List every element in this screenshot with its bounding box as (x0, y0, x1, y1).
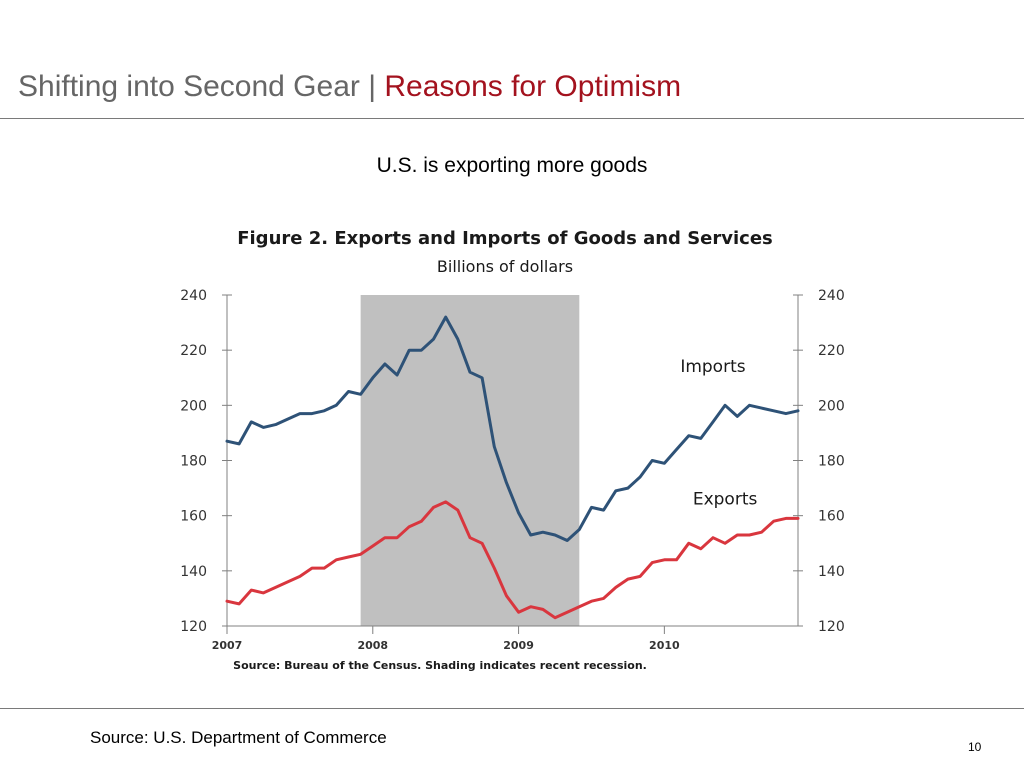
y-tick-label-right: 140 (818, 564, 845, 580)
title-divider (0, 118, 1024, 119)
chart-note: Source: Bureau of the Census. Shading in… (233, 659, 647, 672)
y-tick-label-right: 220 (818, 343, 845, 359)
slide-title: Shifting into Second Gear | Reasons for … (18, 70, 681, 104)
y-tick-label-left: 160 (180, 509, 207, 525)
y-tick-label-right: 180 (818, 454, 845, 470)
footer-divider (0, 708, 1024, 709)
y-tick-label-left: 200 (180, 398, 207, 414)
series-label-exports: Exports (693, 490, 758, 510)
slide-title-accent: Reasons for Optimism (384, 70, 682, 103)
series-line-exports (225, 500, 800, 620)
y-tick-label-left: 140 (180, 564, 207, 580)
x-tick-label: 2009 (503, 639, 534, 652)
y-tick-label-left: 220 (180, 343, 207, 359)
chart-subtitle: Billions of dollars (437, 257, 573, 276)
y-tick-label-left: 120 (180, 619, 207, 635)
page-number: 10 (968, 740, 982, 754)
y-tick-label-right: 160 (818, 509, 845, 525)
y-tick-label-left: 240 (180, 288, 207, 304)
slide-title-main: Shifting into Second Gear | (18, 70, 385, 103)
y-tick-label-right: 200 (818, 398, 845, 414)
line-chart: Figure 2. Exports and Imports of Goods a… (180, 228, 845, 672)
series-line-imports (225, 315, 800, 542)
x-tick-label: 2010 (649, 639, 680, 652)
x-tick-label: 2007 (212, 639, 243, 652)
x-tick-label: 2008 (357, 639, 388, 652)
y-tick-label-right: 120 (818, 619, 845, 635)
chart-title: Figure 2. Exports and Imports of Goods a… (237, 228, 773, 249)
series-label-imports: Imports (680, 357, 745, 377)
chart-figure: Figure 2. Exports and Imports of Goods a… (170, 212, 850, 682)
y-tick-label-right: 240 (818, 288, 845, 304)
footer-source: Source: U.S. Department of Commerce (90, 728, 387, 747)
y-tick-label-left: 180 (180, 454, 207, 470)
recession-shading (360, 295, 580, 626)
slide-subtitle: U.S. is exporting more goods (376, 154, 648, 177)
